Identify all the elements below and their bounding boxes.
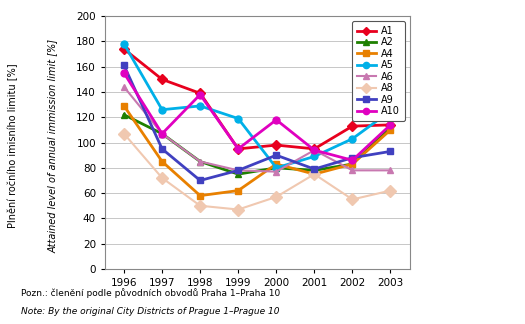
A4	[349, 162, 355, 166]
A10	[311, 148, 318, 152]
A9	[311, 167, 318, 171]
Line: A9: A9	[121, 62, 394, 184]
Line: A4: A4	[121, 102, 394, 199]
A8	[235, 208, 242, 212]
Line: A6: A6	[121, 84, 394, 175]
A1	[311, 147, 318, 151]
Text: Attained level of annual immission limit [%]: Attained level of annual immission limit…	[47, 39, 58, 253]
Line: A10: A10	[121, 70, 394, 164]
A10	[197, 93, 203, 97]
A10	[349, 158, 355, 162]
A8	[387, 189, 394, 192]
A6	[197, 159, 203, 163]
A4	[197, 194, 203, 198]
Line: A1: A1	[121, 46, 394, 152]
A6	[311, 148, 318, 152]
A2	[197, 159, 203, 163]
A9	[387, 149, 394, 153]
A6	[159, 132, 165, 136]
Legend: A1, A2, A4, A5, A6, A8, A9, A10: A1, A2, A4, A5, A6, A8, A9, A10	[352, 21, 405, 121]
A2	[349, 162, 355, 166]
A10	[235, 147, 242, 151]
A1	[235, 147, 242, 151]
A1	[121, 47, 127, 51]
A4	[311, 172, 318, 176]
A10	[121, 71, 127, 75]
A4	[159, 159, 165, 163]
Line: A8: A8	[120, 130, 395, 214]
Text: Pozn.: členění podle původních obvodů Praha 1–Praha 10: Pozn.: členění podle původních obvodů Pr…	[21, 289, 280, 298]
A5	[387, 109, 394, 113]
A1	[159, 77, 165, 81]
A10	[159, 132, 165, 136]
A5	[197, 104, 203, 108]
A9	[197, 179, 203, 182]
A9	[273, 153, 279, 157]
A1	[387, 123, 394, 127]
A2	[159, 132, 165, 136]
A10	[273, 118, 279, 122]
A8	[349, 197, 355, 201]
A5	[121, 42, 127, 46]
A4	[273, 162, 279, 166]
A2	[121, 113, 127, 117]
A6	[273, 170, 279, 174]
A6	[235, 168, 242, 172]
A9	[159, 147, 165, 151]
A8	[311, 172, 318, 176]
A1	[349, 124, 355, 128]
A4	[121, 104, 127, 108]
A2	[273, 166, 279, 170]
A8	[121, 132, 127, 136]
A6	[121, 85, 127, 89]
Line: A5: A5	[121, 40, 394, 171]
A1	[197, 91, 203, 95]
A9	[121, 64, 127, 67]
A10	[387, 123, 394, 127]
A9	[349, 156, 355, 160]
A4	[387, 128, 394, 132]
A2	[235, 172, 242, 176]
A4	[235, 189, 242, 192]
A5	[273, 166, 279, 170]
A6	[349, 168, 355, 172]
Line: A2: A2	[121, 111, 394, 178]
A5	[311, 155, 318, 158]
A5	[159, 108, 165, 112]
A9	[235, 168, 242, 172]
A6	[387, 168, 394, 172]
A1	[273, 143, 279, 147]
A8	[273, 195, 279, 199]
A5	[349, 137, 355, 141]
A8	[159, 176, 165, 180]
Text: Note: By the original City Districts of Prague 1–Prague 10: Note: By the original City Districts of …	[21, 307, 279, 316]
Text: Plnění ročního imisního limitu [%]: Plnění ročního imisního limitu [%]	[8, 64, 18, 228]
A2	[311, 168, 318, 172]
A8	[197, 204, 203, 208]
A2	[387, 125, 394, 129]
A5	[235, 117, 242, 121]
